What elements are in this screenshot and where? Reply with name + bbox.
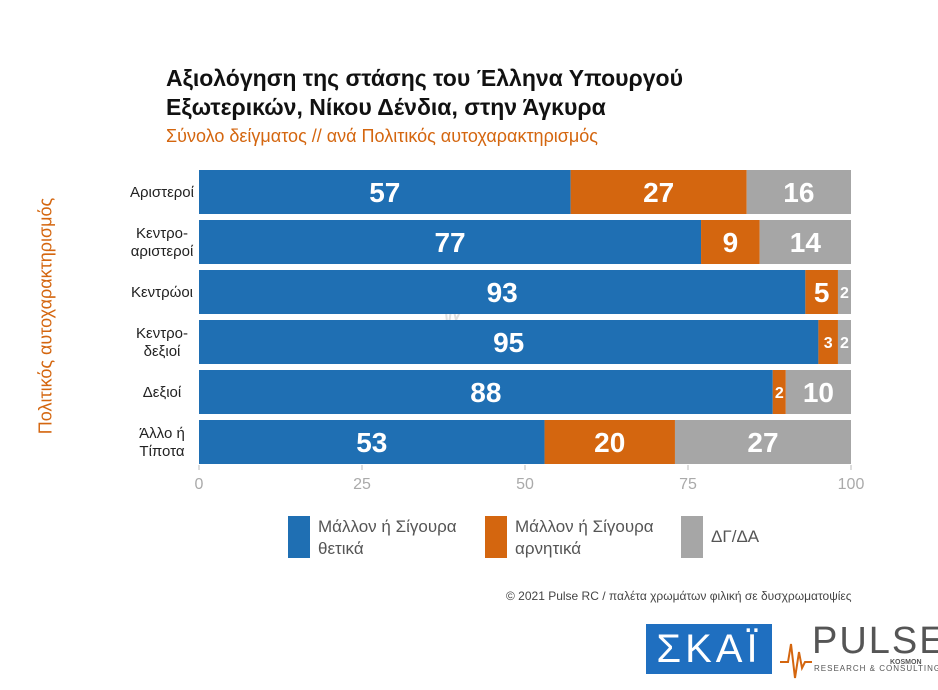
legend-label-unknown: ΔΓ/ΔΑ [711,527,760,546]
copyright-text: © 2021 Pulse RC / παλέτα χρωμάτων φιλική… [506,589,852,603]
bar-segment [837,320,851,364]
data-label: 5 [814,277,830,308]
bar-segment [674,420,851,464]
data-label: 9 [723,227,739,258]
bar-segment [746,170,851,214]
x-tick-label: 100 [838,476,865,493]
x-tick-label: 50 [516,476,534,493]
data-label: 93 [487,277,518,308]
bar-segment [570,170,747,214]
data-label: 88 [470,377,501,408]
data-label: 2 [840,285,849,302]
stacked-bar-chart: Αριστεροί 57 27 16 Κεντρο-αριστεροί 77 9 14 Κεντ… [130,170,865,493]
data-label: 27 [643,177,674,208]
data-label: 27 [747,427,778,458]
legend-swatch-negative [485,516,507,558]
x-tick-label: 75 [679,476,697,493]
bar-segment [199,370,773,414]
legend-label-positive: Μάλλον ή Σίγουρα θετικά [318,517,457,558]
chart-subtitle: Σύνολο δείγματος // ανά Πολιτικός αυτοχα… [166,126,598,146]
data-label: 77 [434,227,465,258]
pulse-logo: PULSE KOSMON RESEARCH & CONSULTING [780,620,938,680]
bar-segment [759,220,851,264]
bar-segment [772,370,786,414]
bar-segment [837,270,851,314]
data-label: 53 [356,427,387,458]
bar-segment [544,420,675,464]
bar-segment [805,270,838,314]
category-label: Άλλο ή Τίποτα [139,425,185,460]
legend-swatch-positive [288,516,310,558]
chart-title: Αξιολόγηση της στάσης του Έλληνα Υπουργο… [166,65,683,120]
x-tick-label: 0 [195,476,204,493]
legend-label-negative: Μάλλον ή Σίγουρα αρνητικά [515,517,654,558]
data-label: 14 [790,227,822,258]
data-label: 3 [824,335,833,352]
bar-segment [818,320,838,364]
bar-segment [785,370,851,414]
legend-swatch-unknown [681,516,703,558]
skai-logo: ΣΚΑΪ [646,624,772,674]
x-tick-label: 25 [353,476,371,493]
data-label: 95 [493,327,524,358]
pulse-wave-icon [780,643,812,679]
category-label: Αριστεροί [130,184,195,201]
category-label: Δεξιοί [143,384,182,401]
bar-segment [199,420,545,464]
data-label: 57 [369,177,400,208]
data-label: 16 [783,177,814,208]
category-label: Κεντρο-αριστεροί [131,225,194,260]
data-label: 20 [594,427,625,458]
data-label: 2 [840,335,849,352]
bar-segment [701,220,760,264]
bar-segment [199,220,702,264]
data-label: 10 [803,377,834,408]
category-label: Κεντρο-δεξιοί [136,325,188,360]
bar-segment [199,320,819,364]
data-label: 2 [775,385,784,402]
bar-segment [199,170,571,214]
category-label: Κεντρώοι [131,284,193,301]
bar-segment [199,270,806,314]
